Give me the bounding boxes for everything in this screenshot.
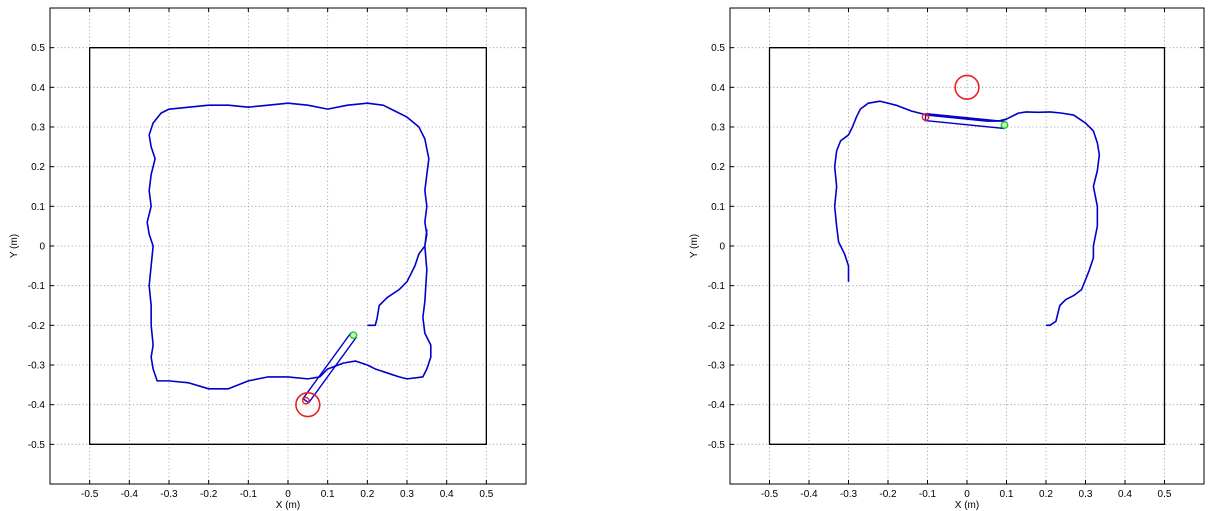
x-tick-label: -0.1 [919,489,937,500]
x-tick-label: -0.3 [840,489,858,500]
x-tick-label: 0 [285,489,291,500]
x-tick-label: 0.2 [1039,489,1053,500]
target-circle [295,391,321,418]
y-tick-label: 0 [39,242,45,253]
x-tick-label: -0.2 [200,489,218,500]
y-axis-label: Y (m) [689,234,700,258]
y-tick-label: 0.3 [31,123,45,134]
left-plot: -0.5 -0.4 -0.3 -0.2 -0.1 0 0.1 0.2 0.3 0.4 0.5 -0.5… [9,7,527,511]
y-tick-label: -0.4 [28,400,46,411]
right-plot: -0.5 -0.4 -0.3 -0.2 -0.1 0 0.1 0.2 0.3 0.4 0.5 -0.5… [689,7,1205,511]
y-tick-label: -0.4 [708,400,726,411]
y-axis-label: Y (m) [9,234,20,258]
y-tick-label: 0 [719,242,725,253]
y-tick-label: 0.2 [31,162,45,173]
y-tick-label: 0.5 [31,43,45,54]
x-tick-label: -0.2 [879,489,897,500]
x-tick-label: 0.4 [1118,489,1132,500]
y-tick-label: -0.2 [708,321,726,332]
trajectory-line [146,102,432,390]
end-effector-marker [1000,121,1009,129]
y-tick-label: -0.5 [28,440,46,451]
workspace-boundary [768,47,1166,445]
arm-base-marker [921,113,930,121]
x-tick-label: 0.3 [400,489,414,500]
x-tick-label: 0.4 [440,489,454,500]
x-tick-label: 0.2 [360,489,374,500]
x-tick-label: 0.5 [479,489,493,500]
y-tick-label: -0.1 [28,281,46,292]
target-circle [954,74,980,100]
x-tick-label: -0.5 [761,489,779,500]
end-effector-marker [349,331,358,340]
x-tick-label: -0.4 [121,489,139,500]
y-tick-label: 0.2 [711,162,725,173]
x-axis-label: X (m) [276,500,300,511]
x-tick-label: 0.3 [1079,489,1093,500]
y-tick-label: -0.3 [708,361,726,372]
x-tick-label: 0.1 [1000,489,1014,500]
y-tick-label: 0.1 [711,202,725,213]
y-tick-label: -0.5 [708,440,726,451]
x-tick-label: 0 [964,489,970,500]
y-tick-label: 0.5 [711,43,725,54]
y-tick-label: -0.2 [28,321,46,332]
y-tick-label: 0.1 [31,202,45,213]
y-tick-label: 0.4 [711,83,725,94]
x-tick-label: -0.1 [240,489,258,500]
trajectory-line [833,100,1101,327]
x-tick-label: -0.4 [800,489,818,500]
x-tick-label: -0.3 [160,489,178,500]
x-tick-label: 0.5 [1158,489,1172,500]
workspace-boundary [89,47,487,445]
x-axis-label: X (m) [955,500,979,511]
y-tick-label: -0.1 [708,281,726,292]
y-tick-label: 0.3 [711,123,725,134]
y-tick-label: 0.4 [31,83,45,94]
arm-base-marker [301,396,310,405]
x-tick-label: 0.1 [321,489,335,500]
x-tick-label: -0.5 [81,489,99,500]
y-tick-label: -0.3 [28,361,46,372]
